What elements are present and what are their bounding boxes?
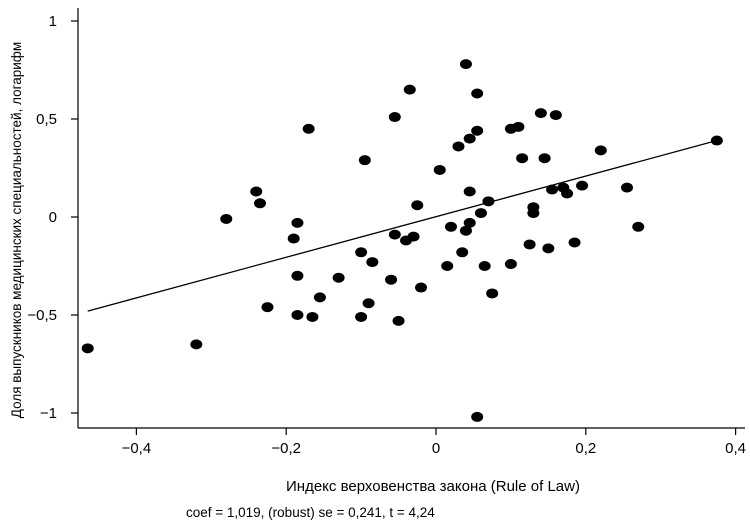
y-tick-label: −0,5 bbox=[27, 307, 57, 324]
fit-line-group bbox=[87, 139, 718, 312]
data-point bbox=[504, 259, 517, 270]
x-tick-label: −0,4 bbox=[122, 440, 152, 457]
data-point bbox=[190, 339, 203, 350]
data-point bbox=[482, 196, 495, 207]
data-point bbox=[463, 133, 476, 144]
data-point bbox=[407, 231, 420, 242]
data-point bbox=[568, 237, 581, 248]
data-point bbox=[523, 239, 536, 250]
data-point bbox=[388, 112, 401, 123]
x-ticks: −0,4 −0,2 0 0,2 0,4 bbox=[122, 428, 746, 457]
data-point bbox=[392, 315, 405, 326]
data-point bbox=[433, 164, 446, 175]
data-point bbox=[411, 200, 424, 211]
data-point bbox=[366, 257, 379, 268]
data-point bbox=[332, 272, 345, 283]
data-point bbox=[474, 208, 487, 219]
fit-line bbox=[87, 139, 718, 312]
data-point bbox=[594, 145, 607, 156]
y-axis-label: Доля выпускников медицинских специальнос… bbox=[9, 42, 24, 418]
data-point bbox=[456, 247, 469, 258]
data-point bbox=[302, 123, 315, 134]
data-point bbox=[362, 298, 375, 309]
data-point bbox=[486, 288, 499, 299]
data-point bbox=[549, 110, 562, 121]
x-tick-label: 0 bbox=[432, 440, 440, 457]
data-point bbox=[253, 198, 266, 209]
x-tick-label: −0,2 bbox=[271, 440, 301, 457]
data-point bbox=[441, 261, 454, 271]
regression-note: coef = 1,019, (robust) se = 0,241, t = 4… bbox=[186, 505, 435, 520]
data-point bbox=[620, 182, 633, 193]
data-point bbox=[355, 247, 368, 258]
y-tick-label: −1 bbox=[40, 405, 57, 422]
x-axis-label: Индекс верховенства закона (Rule of Law) bbox=[286, 478, 580, 495]
data-point bbox=[471, 88, 484, 99]
data-point bbox=[542, 243, 555, 254]
data-point bbox=[471, 125, 484, 136]
data-point bbox=[385, 274, 398, 285]
data-point bbox=[287, 233, 300, 244]
data-point bbox=[355, 311, 368, 322]
data-point bbox=[534, 108, 547, 119]
x-tick-label: 0,2 bbox=[575, 440, 596, 457]
data-point bbox=[527, 208, 540, 219]
data-point bbox=[250, 186, 263, 197]
data-point bbox=[358, 155, 371, 166]
y-tick-label: 0 bbox=[49, 209, 57, 226]
data-point bbox=[463, 186, 476, 197]
y-tick-label: 1 bbox=[49, 13, 57, 30]
data-point bbox=[478, 261, 491, 271]
data-point bbox=[459, 59, 472, 70]
y-ticks: −1 −0,5 0 0,5 1 bbox=[27, 13, 78, 422]
data-point bbox=[81, 343, 94, 354]
y-tick-label: 0,5 bbox=[36, 111, 57, 128]
x-tick-label: 0,4 bbox=[725, 440, 746, 457]
data-point bbox=[261, 302, 274, 313]
data-point bbox=[512, 121, 525, 132]
data-point bbox=[403, 84, 416, 95]
data-point bbox=[632, 221, 645, 232]
data-point bbox=[415, 282, 428, 293]
data-point bbox=[313, 292, 326, 303]
data-point bbox=[546, 184, 559, 195]
data-point bbox=[538, 153, 551, 164]
data-point bbox=[459, 225, 472, 236]
points-group bbox=[81, 59, 723, 422]
data-point bbox=[471, 411, 484, 422]
data-point bbox=[291, 270, 304, 281]
data-point bbox=[388, 229, 401, 240]
data-point bbox=[516, 153, 529, 164]
data-point bbox=[291, 217, 304, 228]
data-point bbox=[291, 310, 304, 320]
data-point bbox=[561, 188, 574, 199]
data-point bbox=[576, 180, 589, 191]
axes: −0,4 −0,2 0 0,2 0,4 −1 −0,5 0 0,5 1 bbox=[27, 8, 746, 457]
data-point bbox=[220, 213, 233, 224]
data-point bbox=[452, 141, 465, 152]
data-point bbox=[306, 311, 319, 322]
data-point bbox=[710, 135, 723, 146]
data-point bbox=[444, 221, 457, 232]
data-point bbox=[463, 217, 476, 228]
